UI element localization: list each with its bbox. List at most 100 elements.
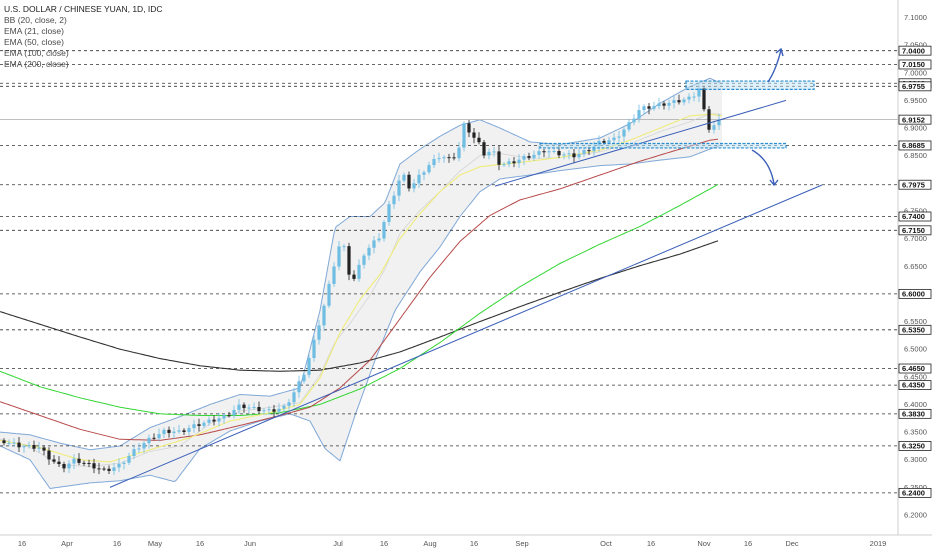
- candle-body-116: [582, 150, 586, 154]
- candle-body-25: [127, 455, 131, 463]
- candle-body-96: [482, 142, 486, 156]
- candle-body-111: [557, 150, 561, 156]
- y-tick-label-13: 6.4500: [904, 372, 927, 381]
- candle-body-38: [192, 424, 196, 429]
- candle-body-72: [362, 255, 366, 265]
- candle-body-94: [472, 132, 476, 138]
- y-tick-label-9: 6.6500: [904, 262, 927, 271]
- level-badge-5: [898, 179, 932, 190]
- candle-body-141: [707, 109, 711, 130]
- level-badge-1: [898, 59, 932, 70]
- up-arrow-head: [775, 47, 784, 57]
- x-tick-label-9: 16: [470, 539, 478, 548]
- candle-body-8: [42, 447, 46, 451]
- candle-body-37: [187, 428, 191, 432]
- candle-body-78: [392, 195, 396, 205]
- level-badge-7: [898, 225, 932, 236]
- candle-body-54: [272, 409, 276, 412]
- level-badge-6: [898, 211, 932, 222]
- level-badge-13: [898, 441, 932, 451]
- y-tick-label-1: 7.0500: [904, 41, 927, 50]
- candle-body-16: [82, 462, 86, 464]
- candle-body-49: [247, 407, 251, 409]
- candle-body-12: [62, 463, 66, 469]
- candle-body-60: [302, 374, 306, 382]
- level-badge-10: [898, 363, 932, 374]
- level-label-3: 6.9755: [902, 82, 925, 91]
- candle-body-10: [52, 459, 56, 462]
- candle-body-126: [632, 118, 636, 123]
- level-label-7: 6.7150: [902, 226, 925, 235]
- candle-body-30: [152, 437, 156, 439]
- candle-body-43: [217, 418, 221, 422]
- candle-body-13: [67, 463, 71, 469]
- candle-body-0: [2, 440, 6, 444]
- down-arrow-curve: [751, 149, 775, 185]
- candle-body-55: [277, 408, 281, 412]
- candle-body-61: [307, 358, 311, 375]
- candle-body-53: [267, 409, 271, 411]
- candle-body-42: [212, 419, 216, 422]
- last-price-badge: [898, 114, 932, 125]
- x-tick-label-8: Aug: [423, 539, 436, 548]
- candle-body-50: [252, 406, 256, 408]
- candle-body-58: [292, 392, 296, 403]
- candle-body-134: [672, 100, 676, 103]
- candle-body-100: [502, 164, 506, 166]
- candle-body-132: [662, 103, 666, 106]
- level-label-4: 6.8685: [902, 141, 925, 150]
- candle-body-81: [407, 174, 411, 189]
- candle-body-47: [237, 404, 241, 410]
- y-tick-label-14: 6.4000: [904, 400, 927, 409]
- ema50-line: [0, 138, 719, 441]
- price-axis-background: [898, 0, 932, 550]
- candle-body-51: [257, 406, 261, 412]
- candle-body-46: [232, 409, 236, 416]
- indicator-bb-label: BB (20, close, 2): [4, 15, 67, 25]
- candle-body-71: [357, 264, 361, 279]
- candle-body-125: [627, 122, 631, 130]
- x-tick-label-7: 16: [380, 539, 388, 548]
- y-tick-label-11: 6.5500: [904, 317, 927, 326]
- candle-body-7: [37, 447, 41, 449]
- candlesticks: [2, 82, 721, 475]
- candle-body-89: [447, 157, 451, 159]
- candle-body-128: [642, 106, 646, 111]
- candle-body-92: [462, 123, 466, 148]
- x-tick-label-15: Dec: [785, 539, 799, 548]
- candle-body-26: [132, 449, 136, 456]
- candle-body-5: [27, 444, 31, 447]
- candle-body-95: [477, 137, 481, 143]
- candle-body-74: [372, 240, 376, 248]
- candle-body-57: [287, 402, 291, 406]
- candle-body-108: [542, 151, 546, 153]
- candle-body-140: [702, 87, 706, 110]
- y-tick-label-12: 6.5000: [904, 345, 927, 354]
- x-tick-label-10: Sep: [515, 539, 528, 548]
- candle-body-67: [337, 246, 341, 267]
- candle-body-105: [527, 156, 531, 158]
- y-tick-label-17: 6.2500: [904, 483, 927, 492]
- candle-body-45: [227, 415, 231, 417]
- candle-body-106: [532, 154, 536, 158]
- y-tick-label-15: 6.3500: [904, 428, 927, 437]
- level-label-1: 7.0150: [902, 60, 925, 69]
- candle-body-62: [312, 339, 316, 359]
- candle-body-9: [47, 450, 51, 460]
- candle-body-56: [282, 405, 286, 409]
- level-label-14: 6.2400: [902, 488, 925, 497]
- y-tick-label-8: 6.7000: [904, 234, 927, 243]
- candle-body-76: [382, 222, 386, 239]
- bb-lower-line: [0, 144, 723, 490]
- candle-body-34: [172, 431, 176, 433]
- candle-body-18: [92, 463, 96, 469]
- candle-body-113: [567, 153, 571, 155]
- level-badge-4: [898, 140, 932, 151]
- x-tick-label-2: 16: [113, 539, 121, 548]
- indicator-ema50-label: EMA (50, close): [4, 37, 64, 47]
- candle-body-4: [22, 446, 26, 448]
- candle-body-19: [97, 468, 101, 470]
- y-tick-label-18: 6.2000: [904, 511, 927, 520]
- up-arrow-curve: [767, 49, 782, 83]
